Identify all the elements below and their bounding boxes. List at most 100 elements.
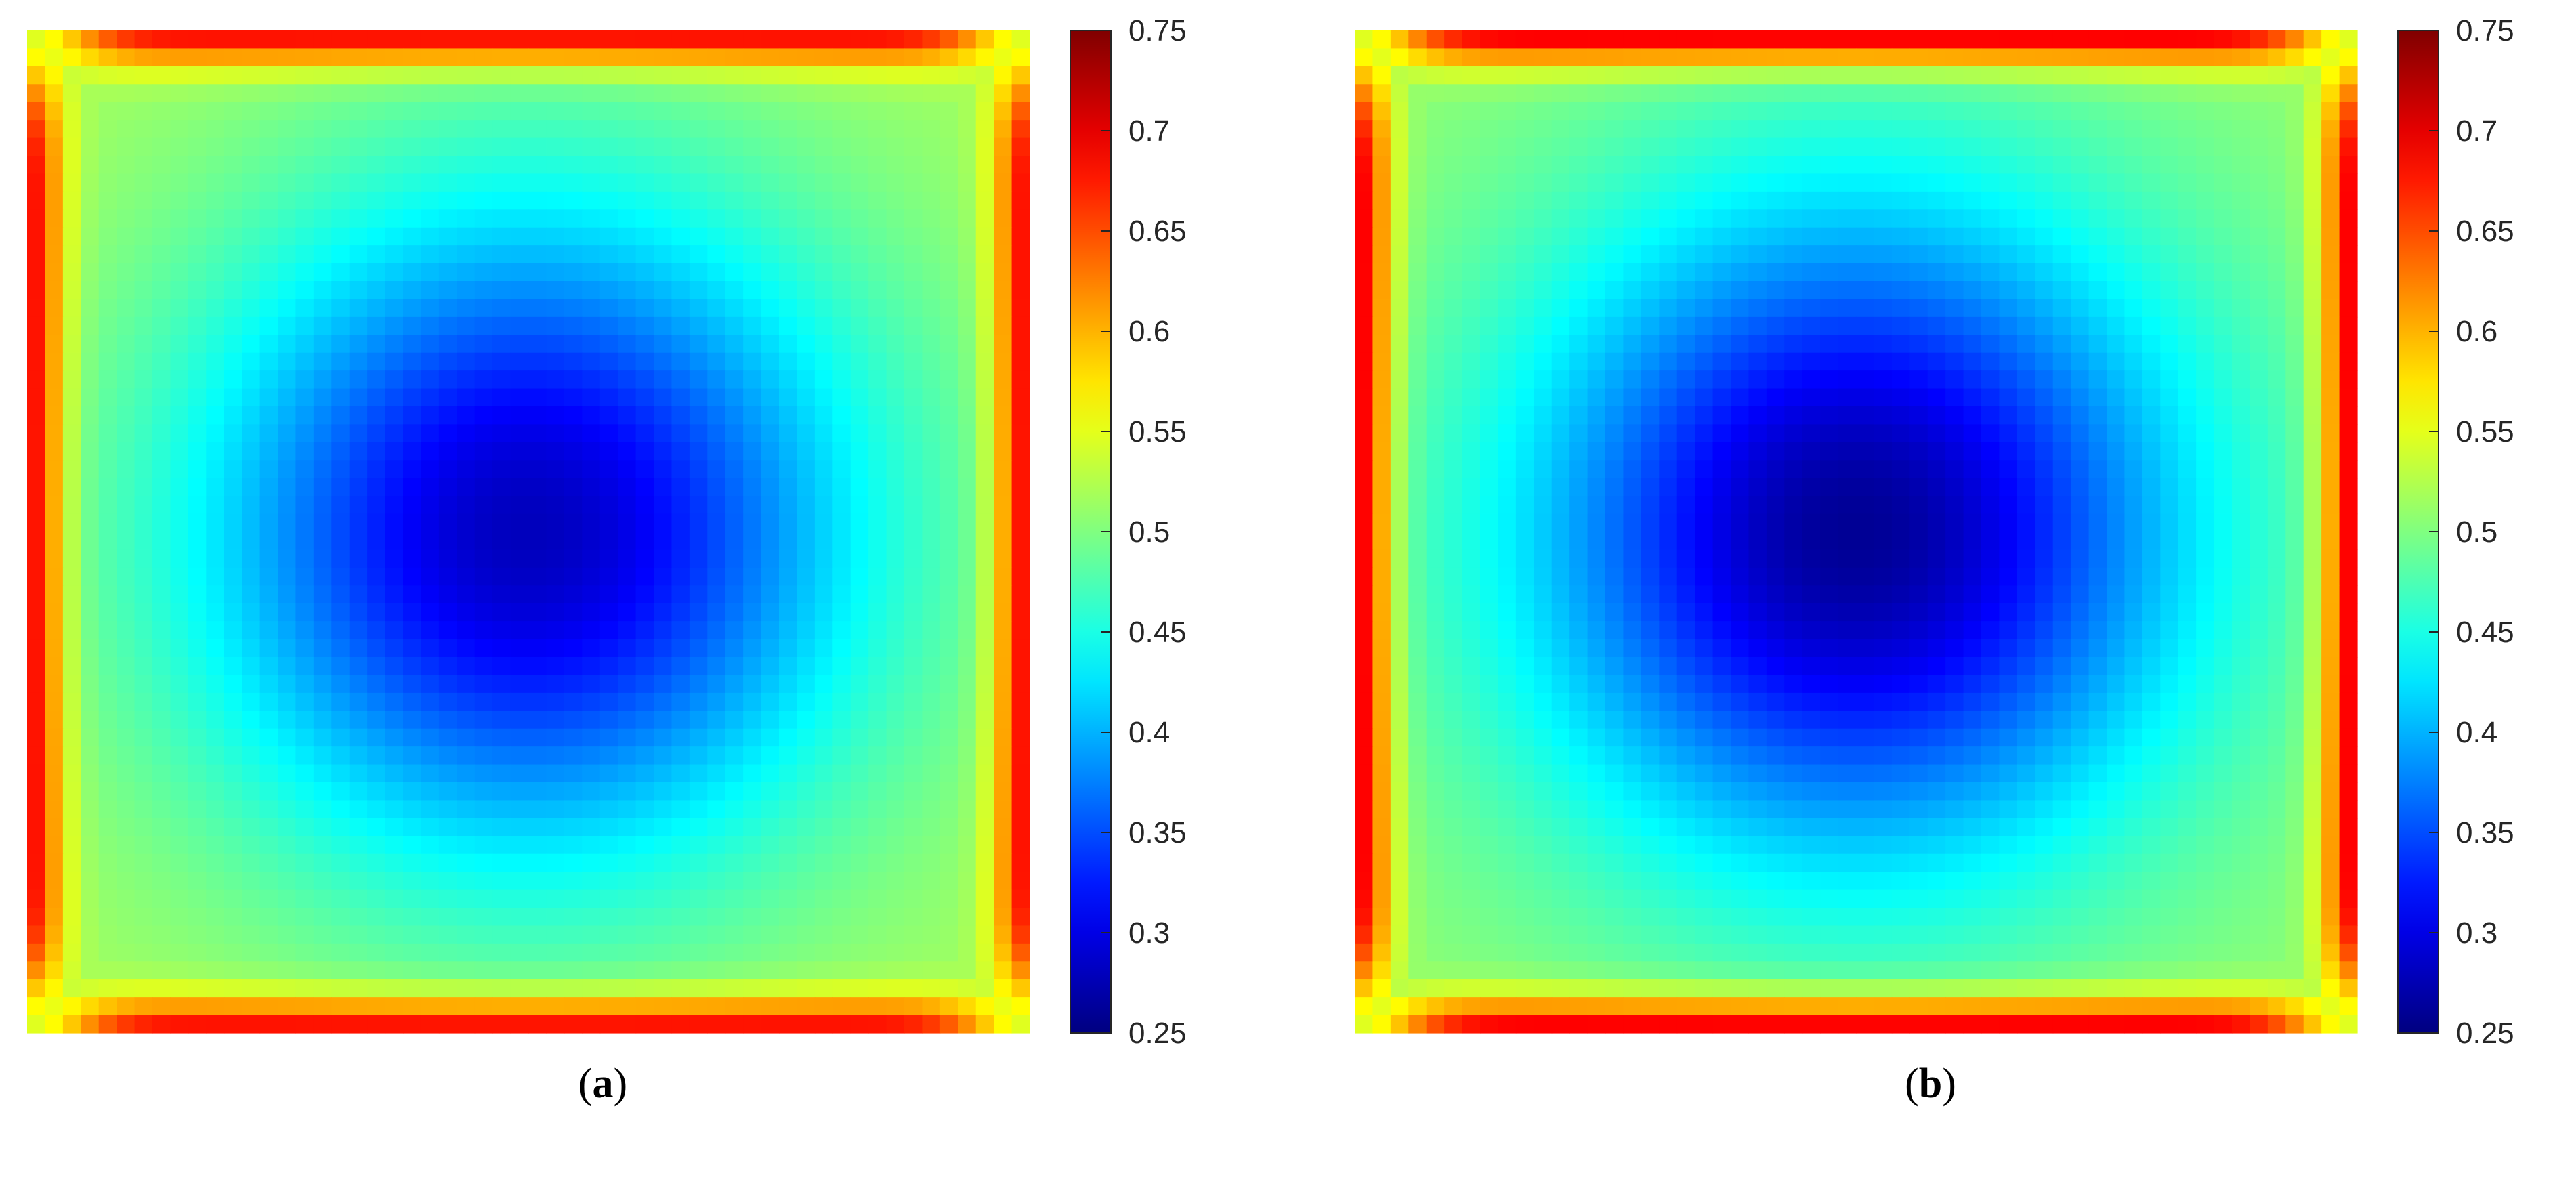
heatmap-a-cell [134, 227, 153, 246]
heatmap-a-cell [546, 692, 565, 711]
heatmap-a-cell [224, 191, 242, 210]
heatmap-a-cell [331, 908, 350, 927]
heatmap-a-cell [170, 299, 189, 318]
heatmap-b-cell [2285, 424, 2304, 443]
heatmap-b-cell [1659, 460, 1678, 479]
heatmap-a-cell [421, 585, 440, 604]
heatmap-b-cell [2285, 191, 2304, 210]
heatmap-b-cell [1408, 370, 1427, 389]
heatmap-b-cell [2285, 209, 2304, 228]
heatmap-a-cell [421, 478, 440, 496]
heatmap-b-cell [1695, 191, 1714, 210]
heatmap-a-cell [546, 675, 565, 694]
heatmap-b-cell [1372, 585, 1391, 604]
heatmap-b-cell [1569, 173, 1588, 192]
heatmap-a-cell [994, 532, 1013, 551]
heatmap-a-cell [922, 675, 941, 694]
heatmap-a-cell [868, 120, 887, 139]
heatmap-b-cell [1731, 442, 1750, 461]
heatmap-b-cell [1408, 388, 1427, 407]
heatmap-a-cell [904, 478, 923, 496]
heatmap-a-cell [45, 549, 64, 568]
heatmap-a-cell [868, 263, 887, 282]
heatmap-a-cell [743, 585, 762, 604]
heatmap-a-cell [438, 496, 457, 515]
heatmap-b-cell [1587, 66, 1606, 85]
heatmap-a-cell [850, 352, 869, 371]
heatmap-b-cell [1480, 48, 1499, 67]
heatmap-a-cell [528, 263, 547, 282]
heatmap-a-cell [188, 961, 207, 980]
heatmap-a-cell [618, 102, 637, 121]
heatmap-a-cell [832, 352, 851, 371]
heatmap-a-cell [743, 156, 762, 175]
heatmap-a-cell [349, 30, 368, 49]
heatmap-b-cell [2303, 30, 2322, 49]
heatmap-b-cell [2321, 335, 2340, 354]
heatmap-a-cell [313, 442, 332, 461]
heatmap-b-cell [1498, 209, 1517, 228]
heatmap-b-cell [2232, 156, 2251, 175]
heatmap-a-cell [259, 209, 278, 228]
heatmap-a-cell [654, 997, 673, 1016]
heatmap-b-cell [1641, 316, 1660, 335]
heatmap-a-cell [81, 281, 100, 300]
heatmap-a-cell [188, 585, 207, 604]
heatmap-b-cell [1963, 102, 1982, 121]
heatmap-a-cell [975, 764, 994, 783]
heatmap-a-cell [188, 908, 207, 927]
heatmap-b-cell [2088, 406, 2107, 425]
heatmap-b-cell [1909, 388, 1928, 407]
heatmap-a-cell [904, 800, 923, 819]
heatmap-b-cell [1641, 603, 1660, 622]
heatmap-a-cell [654, 621, 673, 640]
heatmap-a-cell [689, 818, 708, 836]
heatmap-b-cell [2178, 335, 2197, 354]
heatmap-a-cell [904, 925, 923, 944]
heatmap-b-cell [2321, 549, 2340, 568]
heatmap-a-cell [546, 173, 565, 192]
heatmap-b-cell [1999, 102, 2018, 121]
heatmap-a-cell [779, 979, 798, 998]
heatmap-b-cell [1641, 585, 1660, 604]
heatmap-a-cell [313, 549, 332, 568]
heatmap-b-cell [1927, 120, 1946, 139]
heatmap-a-cell [385, 1015, 404, 1034]
heatmap-a-cell [170, 245, 189, 264]
heatmap-b-cell [2321, 48, 2340, 67]
heatmap-a-cell [635, 245, 654, 264]
heatmap-b-cell [1515, 316, 1534, 335]
heatmap-a-cell [403, 585, 422, 604]
heatmap-b-cell [2107, 209, 2126, 228]
heatmap-a-cell [1011, 460, 1030, 479]
heatmap-b-cell [1712, 48, 1731, 67]
heatmap-b-cell [2160, 478, 2179, 496]
heatmap-a-cell [975, 872, 994, 891]
heatmap-a-cell [779, 639, 798, 658]
heatmap-b-cell [1515, 460, 1534, 479]
heatmap-b-cell [2071, 316, 2090, 335]
heatmap-a-cell [654, 692, 673, 711]
heatmap-a-cell [1011, 728, 1030, 747]
heatmap-a-cell [385, 943, 404, 962]
heatmap-a-cell [242, 388, 261, 407]
heatmap-a-cell [743, 30, 762, 49]
heatmap-a-cell [278, 137, 297, 156]
heatmap-b-cell [1390, 245, 1409, 264]
heatmap-b-cell [1462, 299, 1481, 318]
heatmap-b-cell [1426, 388, 1445, 407]
heatmap-b-cell [2196, 156, 2215, 175]
heatmap-a-cell [259, 173, 278, 192]
heatmap-b-cell [1515, 156, 1534, 175]
heatmap-a-cell [117, 889, 135, 908]
heatmap-a-cell [939, 889, 958, 908]
heatmap-a-cell [403, 245, 422, 264]
heatmap-a-cell [922, 621, 941, 640]
heatmap-b-cell [1731, 478, 1750, 496]
heatmap-a-cell [635, 621, 654, 640]
heatmap-b-cell [2107, 173, 2126, 192]
heatmap-a-cell [832, 281, 851, 300]
heatmap-a-cell [45, 388, 64, 407]
heatmap-a-cell [671, 120, 690, 139]
heatmap-b-cell [2339, 156, 2358, 175]
